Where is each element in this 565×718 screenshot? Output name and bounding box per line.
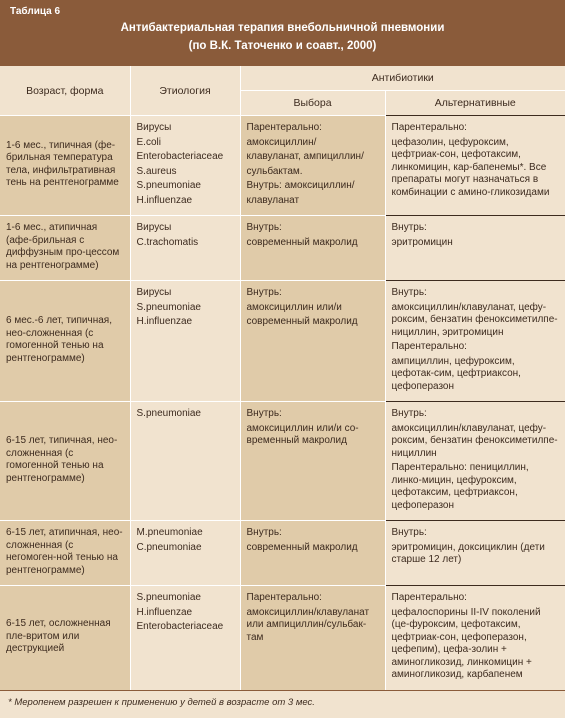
table-row: 6-15 лет, осложненная пле-вритом или дес… xyxy=(0,586,565,690)
cell-age: 6-15 лет, осложненная пле-вритом или дес… xyxy=(0,586,130,690)
table-footnote: * Меропенем разрешен к применению у дете… xyxy=(0,690,565,718)
table-row: 1-6 мес., атипичная (афе-брильная с дифф… xyxy=(0,216,565,281)
cell-choice: Парентерально:амоксициллин/клавуланат, а… xyxy=(240,116,385,216)
cell-choice: Внутрь:современный макролид xyxy=(240,216,385,281)
therapy-table: Возраст, форма Этиология Антибиотики Выб… xyxy=(0,66,565,690)
table-title: Антибактериальная терапия внебольничной … xyxy=(0,17,565,66)
header-age: Возраст, форма xyxy=(0,66,130,116)
cell-etiology: S.pneumoniae xyxy=(130,402,240,521)
table-caption: Таблица 6 xyxy=(0,0,565,17)
cell-alt: Внутрь:эритромицин xyxy=(385,216,565,281)
cell-alt: Внутрь:амоксициллин/клавуланат, цефу-рок… xyxy=(385,402,565,521)
cell-alt: Внутрь:эритромицин, доксициклин (дети ст… xyxy=(385,521,565,586)
cell-etiology: ВирусыE.coliEnterobacteriaceaeS.aureusS.… xyxy=(130,116,240,216)
cell-age: 6 мес.-6 лет, типичная, нео-сложненная (… xyxy=(0,281,130,402)
cell-age: 6-15 лет, атипичная, нео-сложненная (с н… xyxy=(0,521,130,586)
cell-choice: Внутрь:амоксициллин или/и со-временный м… xyxy=(240,402,385,521)
header-choice: Выбора xyxy=(240,91,385,116)
cell-alt: Парентерально:цефалоспорины II-IV поколе… xyxy=(385,586,565,690)
cell-choice: Парентерально:амоксициллин/клавуланат ил… xyxy=(240,586,385,690)
cell-age: 6-15 лет, типичная, нео-сложненная (с го… xyxy=(0,402,130,521)
cell-choice: Внутрь:современный макролид xyxy=(240,521,385,586)
table-row: 6-15 лет, типичная, нео-сложненная (с го… xyxy=(0,402,565,521)
cell-etiology: ВирусыS.pneumoniaeH.influenzae xyxy=(130,281,240,402)
cell-age: 1-6 мес., атипичная (афе-брильная с дифф… xyxy=(0,216,130,281)
header-antibiotics: Антибиотики xyxy=(240,66,565,91)
header-etiology: Этиология xyxy=(130,66,240,116)
cell-alt: Парентерально:цефазолин, цефуроксим, цеф… xyxy=(385,116,565,216)
table-row: 1-6 мес., типичная (фе-брильная температ… xyxy=(0,116,565,216)
table-row: 6 мес.-6 лет, типичная, нео-сложненная (… xyxy=(0,281,565,402)
cell-choice: Внутрь:амоксициллин или/исовременный мак… xyxy=(240,281,385,402)
cell-etiology: M.pneumoniaeC.pneumoniae xyxy=(130,521,240,586)
cell-alt: Внутрь:амоксициллин/клавуланат, цефу-рок… xyxy=(385,281,565,402)
header-alt: Альтернативные xyxy=(385,91,565,116)
cell-etiology: S.pneumoniaeH.influenzaeEnterobacteriace… xyxy=(130,586,240,690)
table-row: 6-15 лет, атипичная, нео-сложненная (с н… xyxy=(0,521,565,586)
cell-age: 1-6 мес., типичная (фе-брильная температ… xyxy=(0,116,130,216)
cell-etiology: ВирусыC.trachomatis xyxy=(130,216,240,281)
